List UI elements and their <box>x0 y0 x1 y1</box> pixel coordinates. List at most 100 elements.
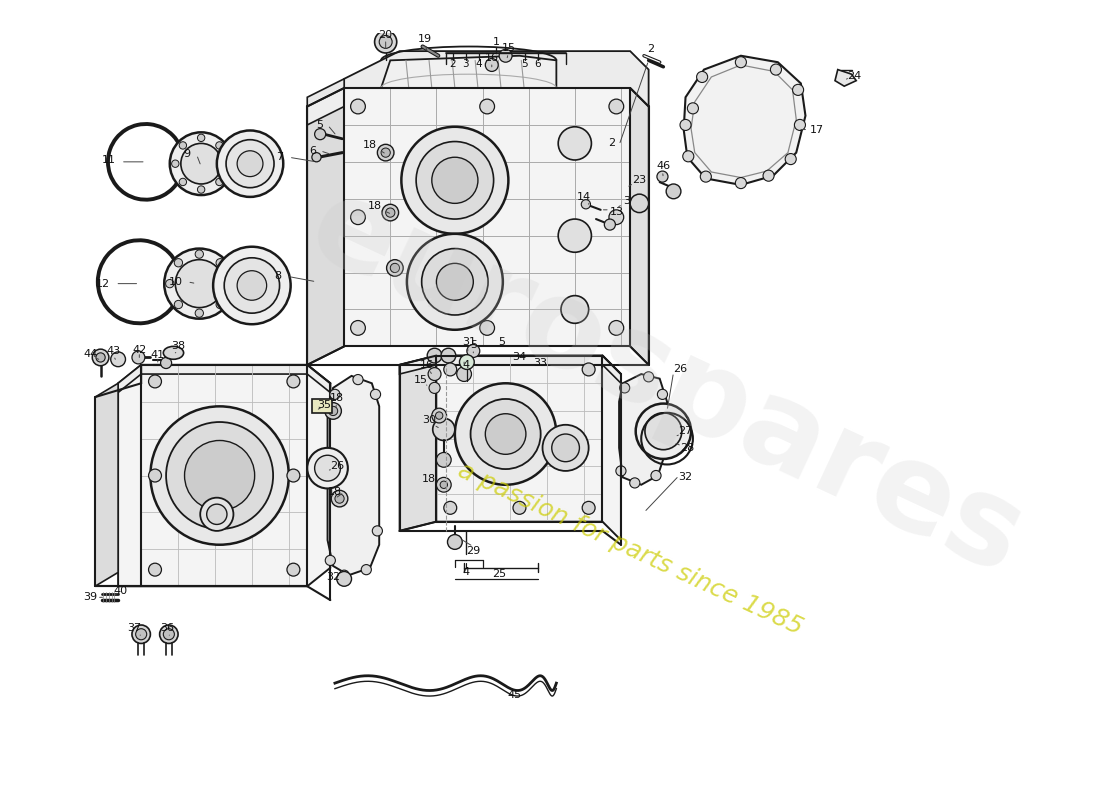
Circle shape <box>763 170 774 182</box>
Polygon shape <box>399 355 620 383</box>
Text: 26: 26 <box>673 365 688 374</box>
Text: 2: 2 <box>647 44 654 54</box>
Circle shape <box>658 390 668 399</box>
Circle shape <box>238 150 263 177</box>
Text: 18: 18 <box>330 393 344 403</box>
Circle shape <box>164 249 234 318</box>
Circle shape <box>324 402 341 419</box>
Circle shape <box>793 84 804 95</box>
Circle shape <box>429 382 440 394</box>
Circle shape <box>680 119 691 130</box>
Text: 34: 34 <box>513 353 527 362</box>
Circle shape <box>227 140 274 188</box>
Ellipse shape <box>163 346 184 359</box>
Circle shape <box>329 406 338 415</box>
Text: 17: 17 <box>810 125 824 134</box>
Circle shape <box>448 534 462 550</box>
Text: 42: 42 <box>132 345 146 355</box>
Text: 2: 2 <box>608 138 615 148</box>
Text: 32: 32 <box>326 572 340 582</box>
Circle shape <box>629 478 640 488</box>
Polygon shape <box>630 88 649 365</box>
Text: 31: 31 <box>463 337 476 346</box>
Text: 39: 39 <box>84 592 98 602</box>
Circle shape <box>485 58 498 71</box>
Circle shape <box>561 296 588 323</box>
Circle shape <box>216 178 223 186</box>
Circle shape <box>111 352 125 366</box>
Circle shape <box>609 210 624 225</box>
Circle shape <box>179 178 187 186</box>
Circle shape <box>180 143 221 184</box>
Circle shape <box>440 481 448 489</box>
Circle shape <box>351 210 365 225</box>
Text: 11: 11 <box>102 155 116 165</box>
Circle shape <box>161 358 172 369</box>
Circle shape <box>312 153 321 162</box>
Text: 41: 41 <box>151 350 165 360</box>
Circle shape <box>794 119 805 130</box>
Circle shape <box>216 142 223 149</box>
Polygon shape <box>418 355 620 540</box>
Circle shape <box>174 300 183 309</box>
Circle shape <box>616 466 626 476</box>
Circle shape <box>471 399 541 469</box>
Circle shape <box>287 375 300 388</box>
Text: 6: 6 <box>535 59 541 69</box>
Circle shape <box>441 348 455 363</box>
Text: 26: 26 <box>330 462 344 471</box>
Circle shape <box>216 300 224 309</box>
Circle shape <box>437 478 451 492</box>
Circle shape <box>455 383 557 485</box>
Text: 45: 45 <box>508 690 521 700</box>
Circle shape <box>443 502 456 514</box>
Text: 40: 40 <box>113 586 128 596</box>
Circle shape <box>558 126 592 160</box>
Circle shape <box>361 565 372 574</box>
Circle shape <box>379 35 392 48</box>
Circle shape <box>351 99 365 114</box>
Polygon shape <box>118 365 330 393</box>
Circle shape <box>660 434 670 444</box>
Circle shape <box>657 171 668 182</box>
Circle shape <box>443 363 456 376</box>
Circle shape <box>735 178 747 189</box>
Text: 4: 4 <box>462 567 470 578</box>
Circle shape <box>432 418 455 441</box>
Polygon shape <box>399 355 437 531</box>
Circle shape <box>432 158 477 203</box>
Text: 3: 3 <box>623 195 630 206</box>
Circle shape <box>552 434 580 462</box>
Text: 3: 3 <box>463 59 470 69</box>
Circle shape <box>460 354 474 370</box>
Polygon shape <box>118 365 330 586</box>
Text: 24: 24 <box>847 71 861 81</box>
Circle shape <box>696 71 707 82</box>
Circle shape <box>466 345 480 358</box>
Circle shape <box>645 413 682 450</box>
Circle shape <box>148 563 162 576</box>
Polygon shape <box>328 376 380 575</box>
Circle shape <box>287 563 300 576</box>
Circle shape <box>132 351 145 364</box>
Circle shape <box>315 455 341 481</box>
Polygon shape <box>381 56 557 88</box>
Text: 4: 4 <box>475 59 482 69</box>
Text: 37: 37 <box>128 622 142 633</box>
Circle shape <box>372 526 383 536</box>
Circle shape <box>542 425 588 471</box>
Text: 33: 33 <box>534 358 548 368</box>
Polygon shape <box>344 88 630 346</box>
Circle shape <box>377 144 394 161</box>
Polygon shape <box>307 88 649 125</box>
Circle shape <box>151 406 289 545</box>
Text: 5: 5 <box>317 120 323 130</box>
Circle shape <box>581 200 591 209</box>
Circle shape <box>179 142 187 149</box>
Text: 5: 5 <box>498 337 505 346</box>
Circle shape <box>636 403 691 459</box>
Circle shape <box>416 142 494 219</box>
Circle shape <box>326 555 336 566</box>
Text: 20: 20 <box>378 30 393 39</box>
Text: 10: 10 <box>169 277 184 286</box>
